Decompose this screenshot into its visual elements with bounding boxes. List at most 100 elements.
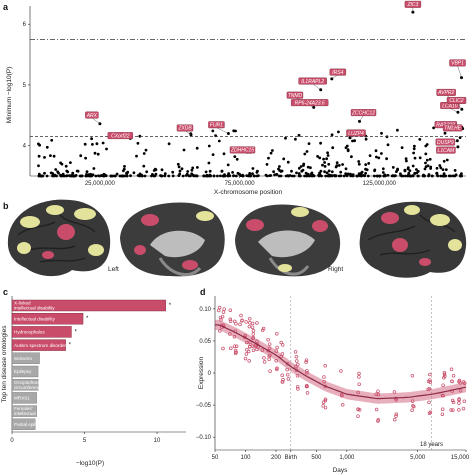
- gene-label: TMLHE: [444, 126, 462, 132]
- snp-point: [395, 170, 398, 174]
- snp-point: [234, 174, 238, 178]
- snp-point: [386, 173, 390, 177]
- sample-point: [228, 317, 233, 322]
- panel-letter-d: d: [200, 287, 206, 297]
- sample-point: [457, 397, 461, 401]
- snp-point: [85, 170, 89, 174]
- snp-point: [366, 174, 370, 178]
- sample-point: [281, 378, 285, 382]
- snp-point: [374, 149, 378, 153]
- sample-point: [457, 379, 461, 384]
- sample-point: [457, 401, 461, 405]
- gene-label: IL1RAPL2: [301, 79, 324, 85]
- snp-point: [182, 148, 186, 152]
- disease-bar: [11, 339, 66, 351]
- disease-label: Occipitofrontal: [14, 380, 43, 385]
- snp-point: [363, 174, 367, 178]
- gene-snp-point: [312, 105, 316, 109]
- snp-point: [211, 153, 215, 157]
- snp-point: [284, 136, 287, 140]
- sample-point: [462, 399, 467, 404]
- fit-confidence-band: [215, 319, 466, 404]
- sample-point: [234, 344, 239, 349]
- sample-point: [218, 329, 222, 333]
- snp-point: [403, 168, 407, 172]
- snp-point: [251, 172, 254, 176]
- sample-point: [440, 393, 445, 398]
- snp-point: [202, 174, 206, 178]
- snp-point: [405, 159, 408, 163]
- snp-point: [65, 174, 69, 178]
- snp-point: [226, 163, 230, 167]
- snp-point: [319, 141, 322, 145]
- disease-label: Epilepsy: [14, 369, 32, 374]
- snp-point: [37, 172, 41, 176]
- sample-point: [274, 349, 279, 353]
- sample-point: [340, 403, 345, 407]
- snp-point: [380, 131, 383, 135]
- snp-point: [171, 170, 175, 174]
- snp-point: [93, 151, 97, 155]
- snp-point: [413, 144, 416, 148]
- sample-point: [321, 404, 325, 408]
- snp-point: [115, 172, 119, 176]
- snp-point: [396, 167, 399, 171]
- disease-bar: [11, 405, 37, 417]
- snp-point: [252, 174, 256, 178]
- sample-point: [233, 348, 238, 353]
- sample-point: [410, 399, 415, 403]
- snp-point: [51, 174, 55, 177]
- snp-point: [310, 174, 313, 178]
- sample-point: [267, 357, 271, 362]
- snp-point: [277, 174, 281, 178]
- snp-point: [45, 145, 49, 149]
- snp-point: [375, 174, 379, 178]
- disease-bar: [11, 326, 72, 338]
- y-tick-label: 6: [23, 22, 27, 28]
- x-tick-label: 125,000,000: [363, 181, 397, 187]
- sample-point: [285, 367, 289, 372]
- sample-point: [295, 384, 300, 389]
- snp-point: [159, 174, 162, 177]
- snp-point: [394, 174, 397, 178]
- snp-point: [441, 168, 445, 172]
- snp-point: [190, 172, 194, 176]
- snp-point: [219, 174, 222, 178]
- disease-label: Autism spectrum disorder: [14, 343, 67, 348]
- snp-point: [381, 171, 385, 174]
- snp-point: [122, 169, 125, 173]
- snp-point: [78, 174, 82, 178]
- sample-point: [323, 397, 328, 402]
- snp-point: [232, 174, 236, 178]
- x-tick-label: 100: [240, 455, 251, 461]
- gene-label: CXorf22: [111, 133, 130, 139]
- sample-point: [251, 336, 255, 340]
- snp-point: [442, 172, 446, 176]
- snp-point: [439, 174, 443, 178]
- sample-point: [441, 383, 445, 387]
- snp-point: [72, 174, 76, 178]
- snp-point: [227, 172, 231, 175]
- snp-point: [364, 163, 368, 167]
- brain-left-label: Left: [108, 266, 119, 273]
- snp-point: [372, 174, 376, 178]
- snp-point: [408, 169, 412, 173]
- snp-point: [129, 174, 132, 178]
- sample-point: [232, 344, 237, 348]
- snp-point: [125, 174, 128, 178]
- snp-point: [330, 174, 334, 178]
- gene-snp-point: [98, 122, 102, 126]
- panel-c-x-ticks: 0 5 10: [10, 432, 161, 444]
- snp-point: [294, 137, 297, 141]
- snp-point: [298, 173, 301, 177]
- snp-point: [327, 162, 331, 166]
- panel-letter-c: c: [3, 287, 8, 297]
- snp-point: [326, 151, 329, 155]
- snp-point: [138, 172, 142, 176]
- snp-point: [105, 147, 108, 151]
- snp-point: [404, 174, 407, 178]
- sample-point: [247, 316, 252, 321]
- snp-point: [453, 169, 457, 172]
- snp-point: [68, 174, 71, 178]
- snp-point: [309, 166, 312, 170]
